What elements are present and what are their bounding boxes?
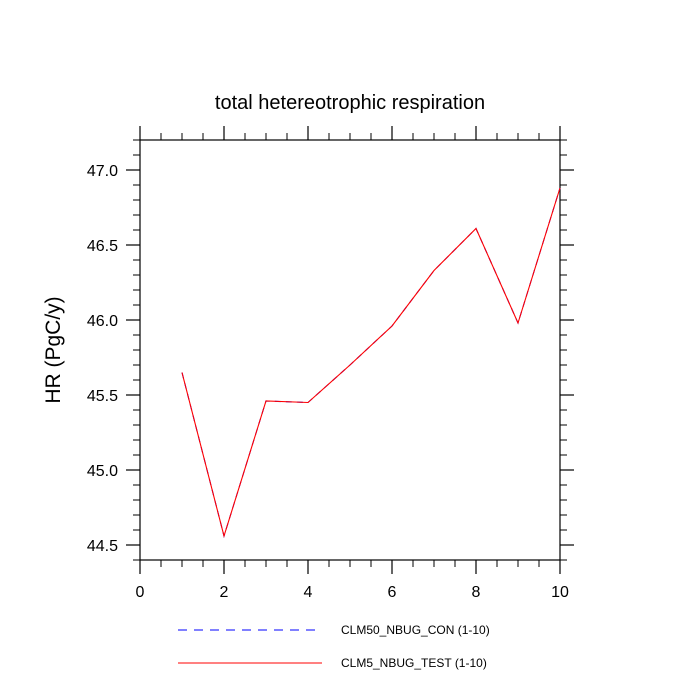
- series-line-2: [181, 187, 561, 539]
- x-tick-label: 6: [388, 584, 397, 601]
- legend-label-2: CLM5_NBUG_TEST (1-10): [341, 656, 487, 670]
- y-tick-label: 46.5: [87, 238, 118, 255]
- y-tick-label: 47.0: [87, 163, 118, 180]
- y-tick-label: 46.0: [87, 313, 118, 330]
- y-axis-label: HR (PgC/y): [42, 296, 65, 403]
- legend: CLM50_NBUG_CON (1-10) CLM5_NBUG_TEST (1-1…: [178, 623, 490, 670]
- x-tick-label: 10: [551, 584, 569, 601]
- x-tick-label: 8: [472, 584, 481, 601]
- y-tick-label: 45.5: [87, 388, 118, 405]
- chart-title: total hetereotrophic respiration: [215, 92, 485, 114]
- y-tick-label: 45.0: [87, 463, 118, 480]
- tick-labels: 0 2 4 6 8 10 44.5 45.0 45.5 46.0 46.5 47.0: [87, 163, 569, 601]
- axis-ticks: [126, 126, 574, 574]
- plot-frame: [139, 139, 561, 561]
- y-tick-label: 44.5: [87, 538, 118, 555]
- series-line-1: [181, 187, 561, 539]
- legend-label-1: CLM50_NBUG_CON (1-10): [341, 623, 490, 637]
- x-tick-label: 4: [304, 584, 313, 601]
- x-tick-label: 2: [220, 584, 229, 601]
- series-lines: [181, 187, 561, 539]
- x-tick-label: 0: [136, 584, 145, 601]
